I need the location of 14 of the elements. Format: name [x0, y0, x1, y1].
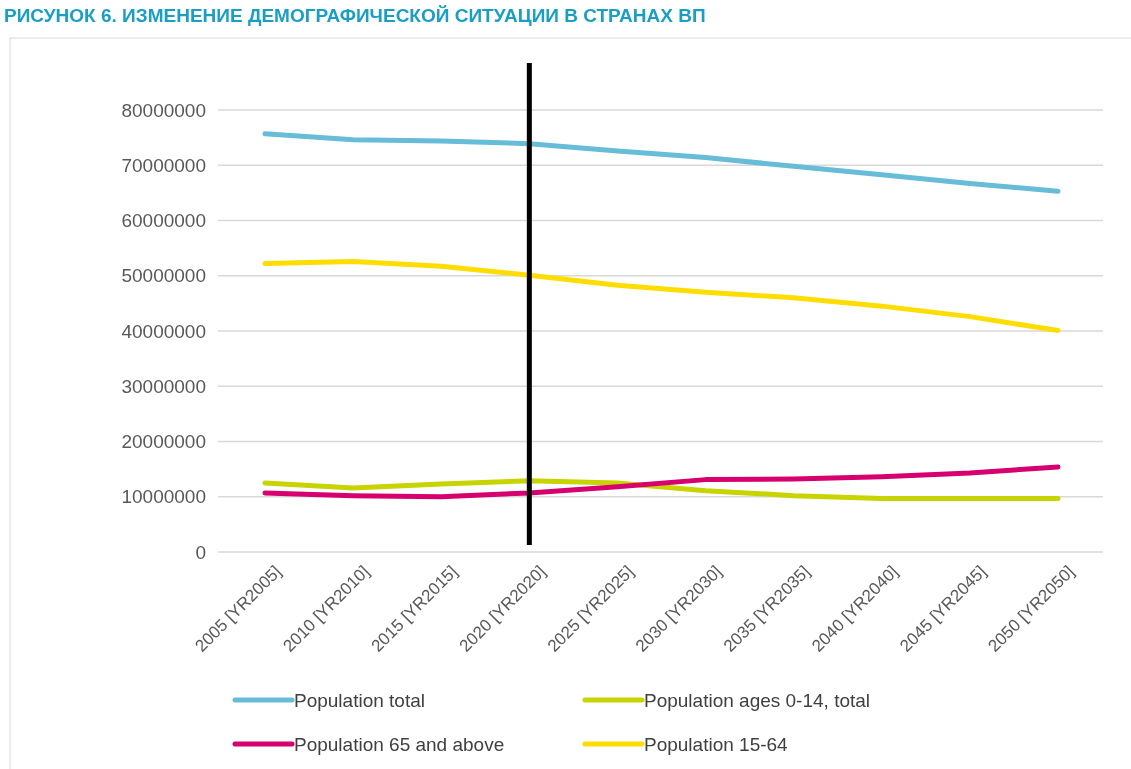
y-tick-label: 40000000	[121, 320, 206, 342]
legend-label: Population 65 and above	[294, 734, 505, 755]
y-tick-label: 70000000	[121, 154, 206, 176]
legend-label: Population ages 0-14, total	[644, 690, 871, 711]
y-tick-label: 50000000	[121, 265, 206, 287]
legend-label: Population 15-64	[644, 734, 789, 755]
chart-title: РИСУНОК 6. ИЗМЕНЕНИЕ ДЕМОГРАФИЧЕСКОЙ СИТУАЦИИ В СТРАНАХ ВП	[4, 5, 706, 26]
y-tick-label: 60000000	[121, 210, 206, 232]
y-tick-label: 30000000	[121, 375, 206, 397]
y-tick-label: 20000000	[121, 431, 206, 453]
y-tick-label: 80000000	[121, 99, 206, 121]
y-tick-label: 10000000	[121, 486, 206, 508]
legend-label: Population total	[294, 690, 425, 711]
y-tick-label: 0	[195, 541, 206, 563]
